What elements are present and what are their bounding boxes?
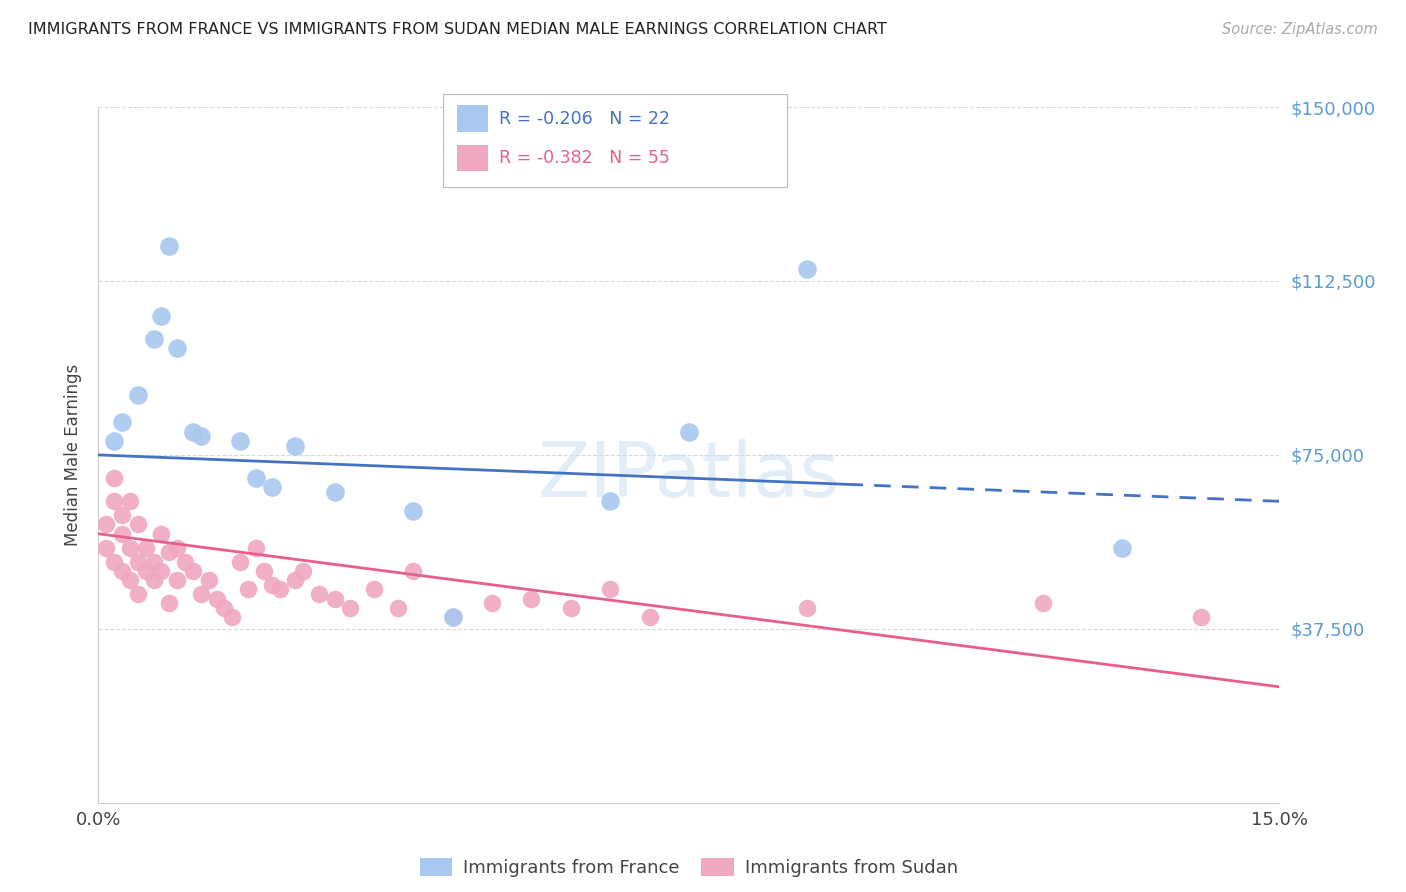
Point [221, 610, 243, 624]
Point [181, 564, 204, 578]
Point [229, 434, 252, 448]
Point [260, 480, 283, 494]
Point [96, 517, 118, 532]
Y-axis label: Median Male Earnings: Median Male Earnings [65, 364, 83, 546]
Point [166, 541, 188, 555]
Point [599, 494, 621, 508]
Point [157, 239, 180, 253]
Point [150, 564, 173, 578]
Text: R = -0.206   N = 22: R = -0.206 N = 22 [499, 110, 671, 128]
Point [103, 434, 125, 448]
Point [323, 485, 346, 500]
Point [638, 610, 661, 624]
Point [127, 555, 149, 569]
Point [111, 508, 134, 523]
Point [796, 262, 818, 277]
Point [245, 541, 267, 555]
Point [103, 471, 125, 485]
Point [127, 387, 149, 401]
Point [96, 541, 118, 555]
Point [253, 564, 276, 578]
Point [181, 425, 204, 439]
Point [205, 591, 228, 606]
Point [1189, 610, 1212, 624]
Point [150, 309, 173, 323]
Point [339, 601, 361, 615]
Point [402, 503, 425, 517]
Point [245, 471, 267, 485]
Point [269, 582, 291, 597]
Point [166, 341, 188, 355]
Point [441, 610, 464, 624]
Text: ZIPatlas: ZIPatlas [537, 439, 841, 513]
Point [103, 494, 125, 508]
Text: R = -0.382   N = 55: R = -0.382 N = 55 [499, 149, 671, 167]
Point [190, 429, 212, 443]
Legend: Immigrants from France, Immigrants from Sudan: Immigrants from France, Immigrants from … [413, 851, 965, 884]
Point [236, 582, 259, 597]
Text: Source: ZipAtlas.com: Source: ZipAtlas.com [1222, 22, 1378, 37]
Point [441, 610, 464, 624]
Point [135, 564, 157, 578]
Point [157, 596, 180, 610]
Point [111, 564, 134, 578]
Point [135, 541, 157, 555]
Point [118, 573, 141, 587]
Point [214, 601, 236, 615]
Point [520, 591, 543, 606]
Point [481, 596, 503, 610]
Point [111, 416, 134, 430]
Point [1032, 596, 1054, 610]
Point [308, 587, 330, 601]
Point [560, 601, 582, 615]
Point [118, 494, 141, 508]
Point [1111, 541, 1133, 555]
Point [103, 555, 125, 569]
Point [166, 573, 188, 587]
Point [292, 564, 315, 578]
Point [150, 526, 173, 541]
Point [387, 601, 409, 615]
Text: IMMIGRANTS FROM FRANCE VS IMMIGRANTS FROM SUDAN MEDIAN MALE EARNINGS CORRELATION: IMMIGRANTS FROM FRANCE VS IMMIGRANTS FRO… [28, 22, 887, 37]
Point [142, 573, 165, 587]
Point [142, 555, 165, 569]
Point [260, 578, 283, 592]
Point [323, 591, 346, 606]
Point [678, 425, 700, 439]
Point [127, 587, 149, 601]
Point [118, 541, 141, 555]
Point [174, 555, 197, 569]
Point [284, 573, 307, 587]
Point [111, 526, 134, 541]
Point [190, 587, 212, 601]
Point [402, 564, 425, 578]
Point [363, 582, 385, 597]
Point [127, 517, 149, 532]
Point [796, 601, 818, 615]
Point [157, 545, 180, 559]
Point [197, 573, 219, 587]
Point [284, 439, 307, 453]
Point [599, 582, 621, 597]
Point [229, 555, 252, 569]
Point [142, 332, 165, 346]
